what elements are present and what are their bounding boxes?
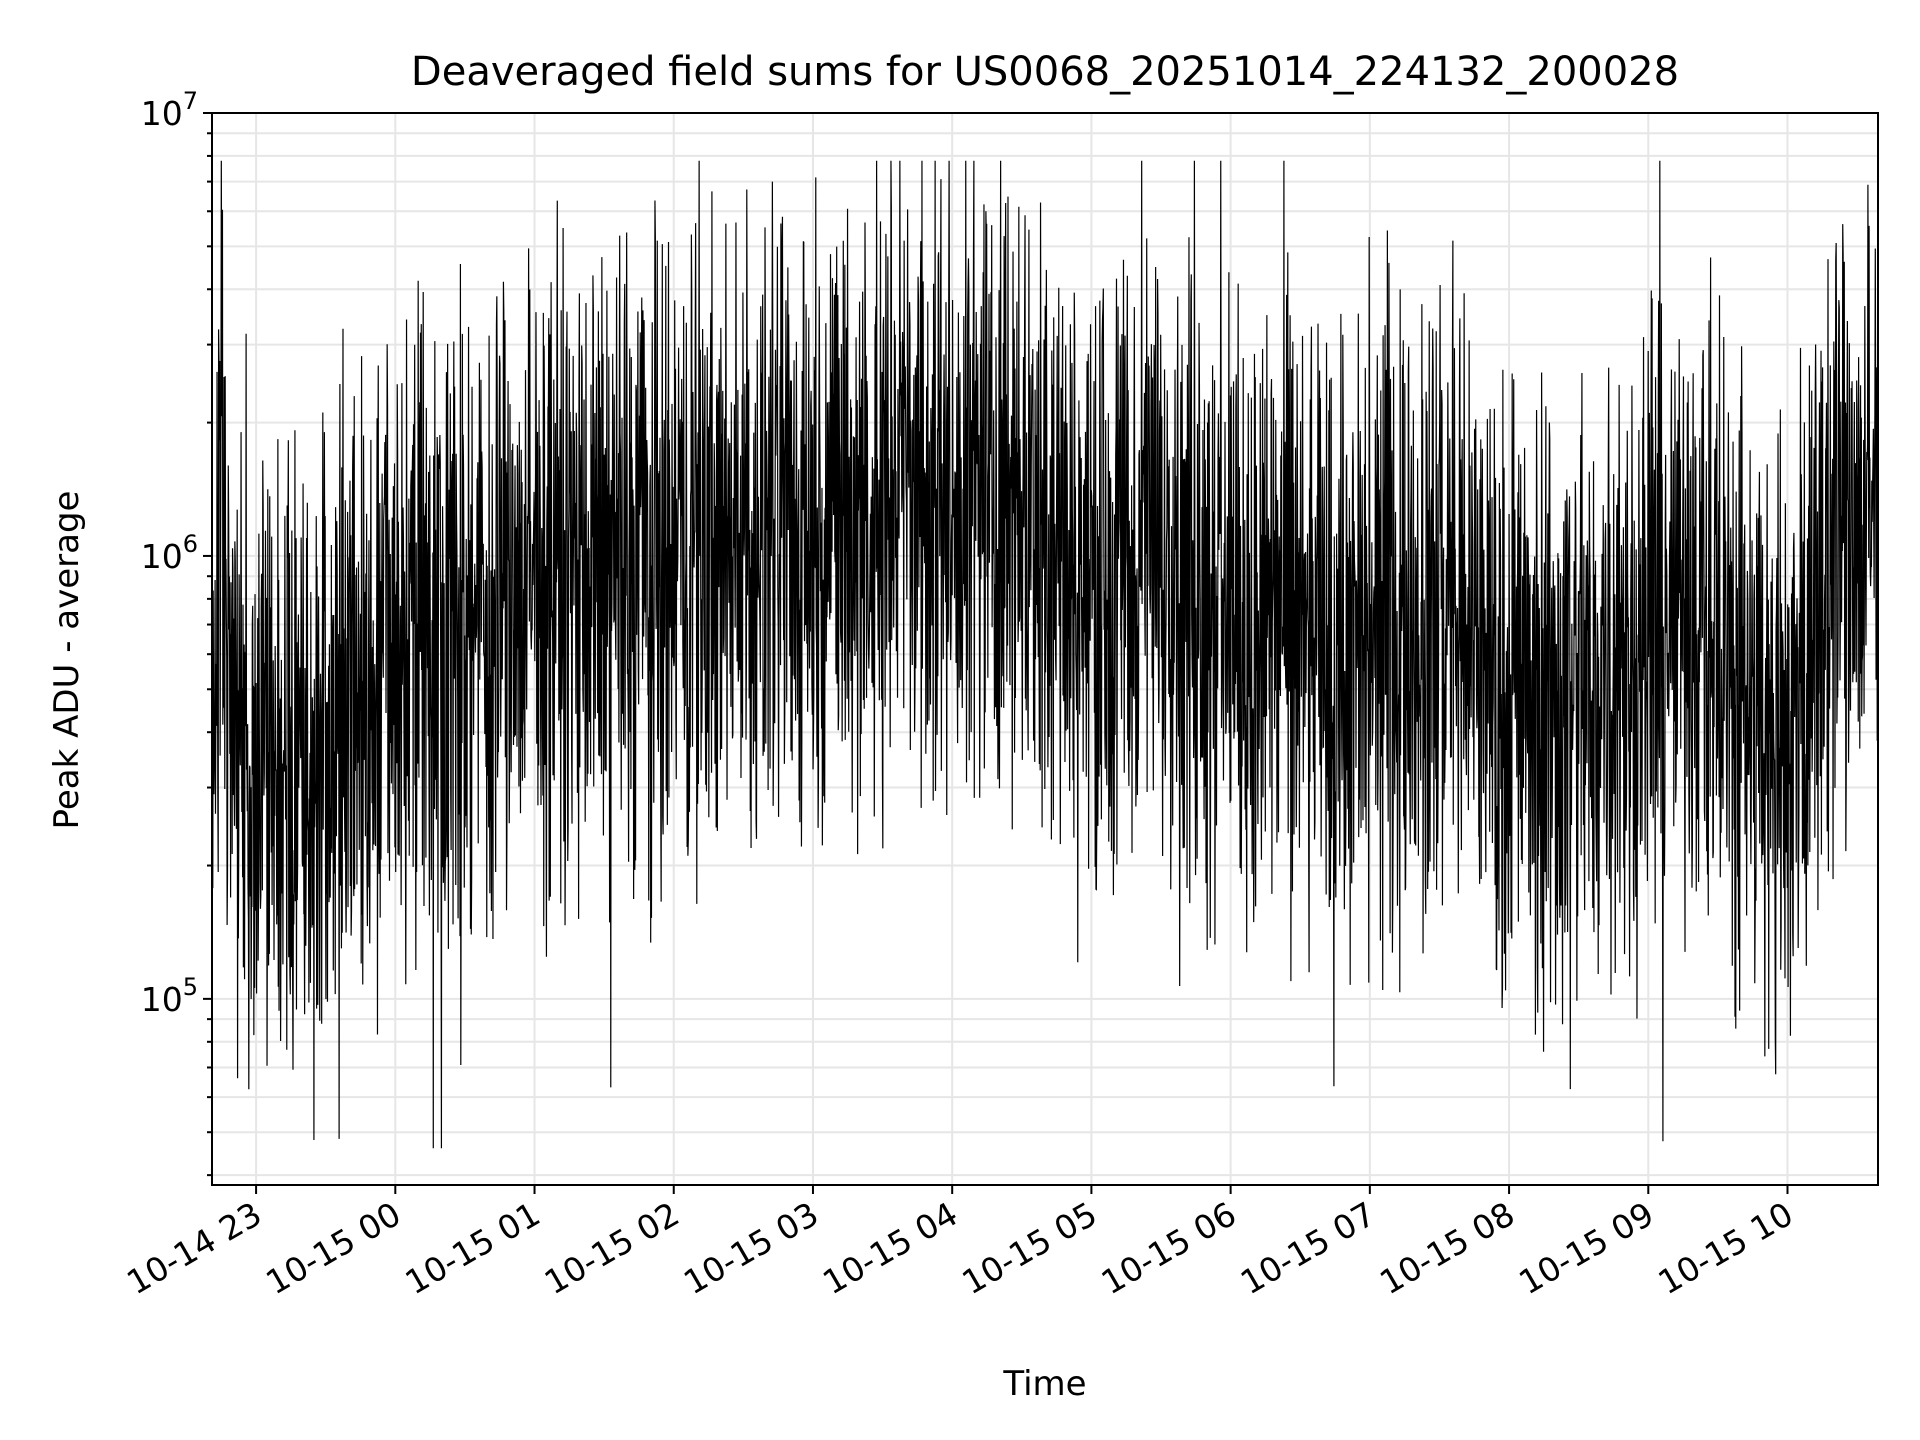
y-tick-label: 106 (141, 530, 198, 576)
plot-frame (211, 112, 1879, 1186)
x-axis-label: Time (1002, 1364, 1086, 1404)
series-line (211, 160, 1879, 1149)
series-layer (211, 160, 1879, 1149)
y-tick-label: 105 (141, 973, 198, 1019)
y-tick-label: 107 (141, 87, 198, 133)
chart-title: Deaveraged field sums for US0068_2025101… (411, 49, 1679, 95)
y-axis-label: Peak ADU - average (47, 491, 87, 830)
